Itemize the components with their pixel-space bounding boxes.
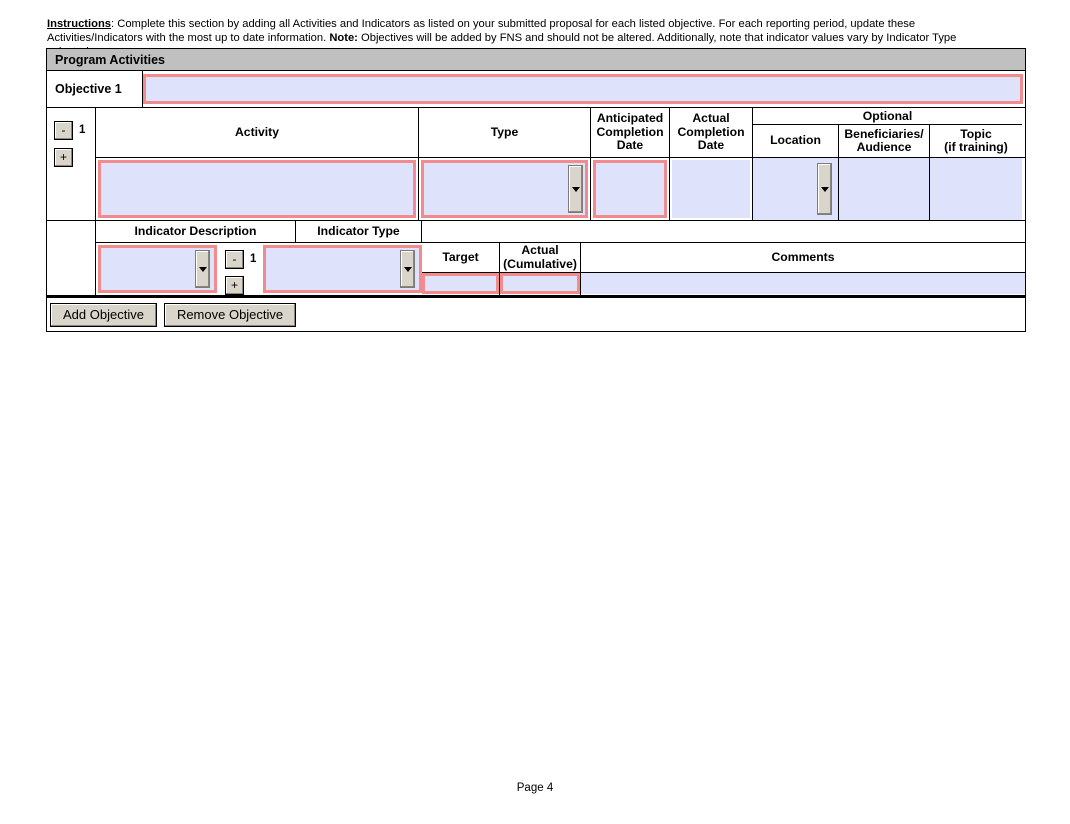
indicator-type-dropdown[interactable] xyxy=(263,245,422,293)
column-header-indicator-description: Indicator Description xyxy=(96,221,296,242)
indicator-row-number: 1 xyxy=(250,253,257,265)
column-header-type: Type xyxy=(419,108,591,157)
topic-cell xyxy=(930,158,1022,220)
beneficiaries-line-1: Beneficiaries/ xyxy=(844,126,924,141)
anticipated-line-1: Anticipated xyxy=(596,111,664,126)
activity-cell xyxy=(96,158,419,220)
activity-spinner-column: - 1 + xyxy=(47,108,96,220)
topic-input[interactable] xyxy=(930,158,1022,220)
chevron-down-icon[interactable] xyxy=(400,250,415,288)
comments-input[interactable] xyxy=(581,273,1025,294)
beneficiaries-audience-cell xyxy=(839,158,930,220)
objective-field-wrap xyxy=(143,71,1025,107)
column-header-indicator-type: Indicator Type xyxy=(296,221,422,242)
column-header-activity: Activity xyxy=(96,108,419,157)
column-header-anticipated-completion-date: Anticipated Completion Date xyxy=(591,108,670,157)
activity-decrement-button[interactable]: - xyxy=(54,121,73,140)
actual-line-2: Completion xyxy=(677,124,745,139)
activity-body: Activity Type Anticipated Completion Dat… xyxy=(96,108,1025,220)
indicator-data-row: - 1 + Target xyxy=(96,243,1025,295)
comments-field-wrap xyxy=(581,273,1025,294)
indicator-table: Indicator Description Indicator Type - 1 xyxy=(47,221,1025,295)
column-header-optional: Optional xyxy=(753,108,1022,125)
chevron-down-icon[interactable] xyxy=(568,165,583,213)
instructions-block: Instructions: Complete this section by a… xyxy=(47,17,994,60)
section-title-bar: Program Activities xyxy=(47,49,1025,71)
indicator-description-cell xyxy=(96,243,217,295)
objective-input[interactable] xyxy=(143,74,1023,104)
anticipated-completion-date-cell xyxy=(591,158,670,220)
page-title: Program Activities xyxy=(55,52,165,67)
indicator-spacer-column xyxy=(47,221,96,295)
beneficiaries-line-2: Audience xyxy=(856,140,912,154)
column-header-beneficiaries-audience: Beneficiaries/ Audience xyxy=(839,125,930,157)
target-cell: Target xyxy=(422,243,500,295)
actual-completion-date-cell xyxy=(670,158,753,220)
instructions-note-label: Note: xyxy=(329,32,358,45)
anticipated-line-2: Completion xyxy=(596,124,664,139)
activity-header-row: Activity Type Anticipated Completion Dat… xyxy=(96,108,1025,158)
activity-input[interactable] xyxy=(98,160,416,218)
chevron-down-icon[interactable] xyxy=(195,250,210,288)
column-header-location: Location xyxy=(753,125,839,157)
topic-line-1: Topic xyxy=(960,126,992,141)
activity-increment-button[interactable]: + xyxy=(54,148,73,167)
type-cell xyxy=(419,158,591,220)
chevron-down-icon[interactable] xyxy=(817,163,832,215)
type-dropdown[interactable] xyxy=(421,160,588,218)
indicator-increment-button[interactable]: + xyxy=(225,276,244,295)
actual-cumulative-input[interactable] xyxy=(500,273,580,294)
optional-column-group: Optional Location Beneficiaries/ Audienc… xyxy=(753,108,1022,157)
activity-table: - 1 + Activity Type Anticipated Completi… xyxy=(47,108,1025,221)
add-objective-button[interactable]: Add Objective xyxy=(50,302,157,327)
activity-data-row xyxy=(96,158,1025,220)
indicator-body: Indicator Description Indicator Type - 1 xyxy=(96,221,1025,295)
page-footer: Page 4 xyxy=(0,782,1070,794)
actual-completion-date-input[interactable] xyxy=(672,160,750,218)
location-cell xyxy=(753,158,839,220)
activity-row-number: 1 xyxy=(79,124,86,136)
objective-row: Objective 1 xyxy=(47,71,1025,108)
anticipated-completion-date-input[interactable] xyxy=(593,160,667,218)
target-field-wrap xyxy=(422,273,499,294)
objective-label: Objective 1 xyxy=(47,71,143,107)
indicator-spinner-column: - 1 + xyxy=(217,243,263,295)
indicator-type-cell xyxy=(263,243,422,295)
indicator-header-spacer xyxy=(422,221,1025,242)
actual-line-1: Actual xyxy=(692,111,730,126)
column-header-comments: Comments xyxy=(581,243,1025,273)
column-header-topic: Topic (if training) xyxy=(930,125,1022,157)
column-header-target: Target xyxy=(422,243,499,273)
comments-cell: Comments xyxy=(581,243,1025,295)
target-input[interactable] xyxy=(422,273,499,294)
actual-cumulative-line-1: Actual xyxy=(521,243,559,257)
topic-line-2: (if training) xyxy=(944,140,1008,154)
column-header-actual-cumulative: Actual (Cumulative) xyxy=(500,243,580,273)
beneficiaries-audience-input[interactable] xyxy=(839,158,929,220)
instructions-label: Instructions xyxy=(47,18,112,30)
instructions-text-part1: : Complete this section by adding all Ac… xyxy=(47,18,916,45)
column-header-actual-completion-date: Actual Completion Date xyxy=(670,108,753,157)
indicator-header-row: Indicator Description Indicator Type xyxy=(96,221,1025,243)
page-number-label: Page 4 xyxy=(516,782,554,794)
program-activities-form: Program Activities Objective 1 - 1 + Act… xyxy=(46,48,1026,332)
indicator-decrement-button[interactable]: - xyxy=(225,250,244,269)
actual-cumulative-cell: Actual (Cumulative) xyxy=(500,243,581,295)
remove-objective-button[interactable]: Remove Objective xyxy=(163,302,297,327)
optional-subheaders: Location Beneficiaries/ Audience Topic (… xyxy=(753,125,1022,157)
objective-button-bar: Add Objective Remove Objective xyxy=(47,295,1025,331)
actual-line-3: Date xyxy=(697,138,725,153)
actual-cumulative-field-wrap xyxy=(500,273,580,294)
anticipated-line-3: Date xyxy=(616,138,644,153)
actual-cumulative-line-2: (Cumulative) xyxy=(503,256,577,271)
